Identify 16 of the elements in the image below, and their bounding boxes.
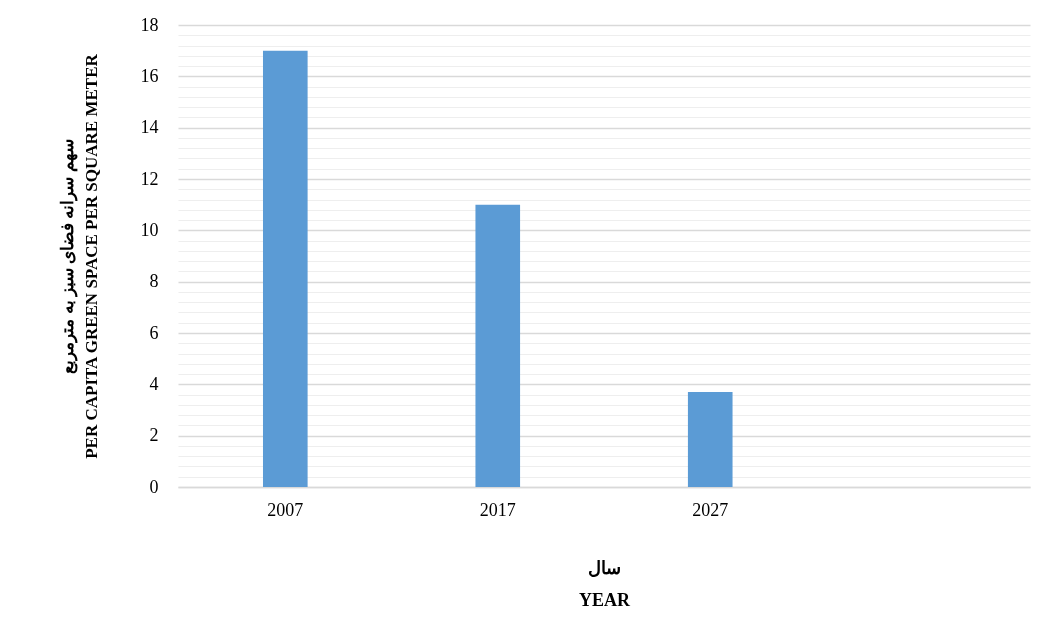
bar bbox=[475, 204, 521, 487]
y-tick-label: 14 bbox=[140, 117, 159, 138]
y-tick-label: 16 bbox=[140, 65, 159, 86]
bar bbox=[687, 392, 733, 487]
x-tick-label: 2027 bbox=[692, 499, 729, 520]
y-tick-label: 12 bbox=[140, 168, 159, 189]
x-tick-label: 2007 bbox=[267, 499, 304, 520]
y-tick-label: 10 bbox=[140, 219, 159, 240]
y-tick-label: 4 bbox=[149, 373, 159, 394]
x-tick-label: 2017 bbox=[479, 499, 516, 520]
bar bbox=[262, 50, 308, 487]
y-tick-label: 0 bbox=[149, 476, 159, 497]
y-tick-label: 2 bbox=[149, 425, 159, 446]
y-tick-label: 8 bbox=[149, 271, 159, 292]
y-tick-label: 6 bbox=[149, 322, 159, 343]
y-tick-label: 18 bbox=[140, 14, 159, 35]
